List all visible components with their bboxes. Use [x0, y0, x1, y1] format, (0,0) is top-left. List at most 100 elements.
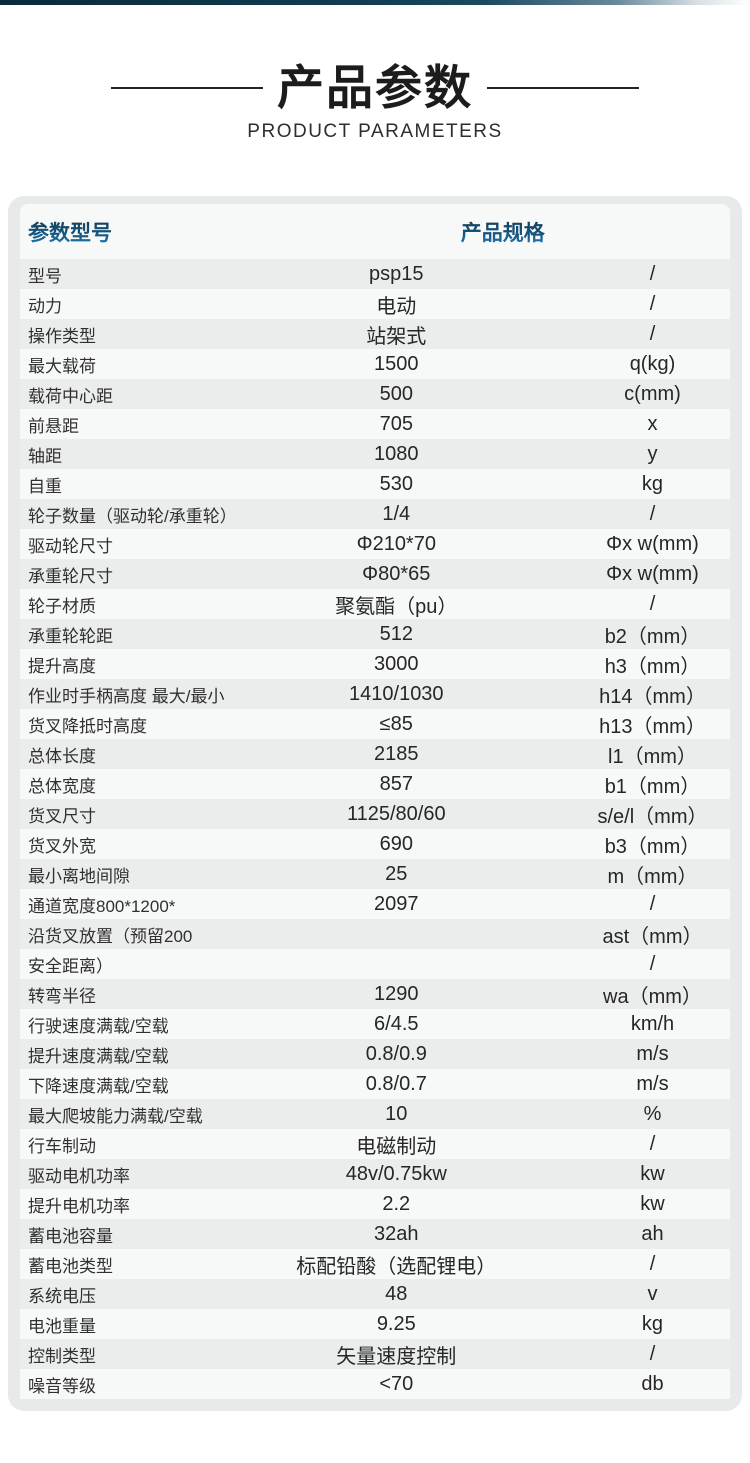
param-unit: x [647, 412, 658, 435]
param-label: 提升高度 [28, 656, 96, 676]
table-row: 提升电机功率 2.2 kw [20, 1189, 730, 1219]
title-section: 产品参数 PRODUCT PARAMETERS [0, 62, 750, 143]
param-value: 0.8/0.7 [365, 1072, 427, 1095]
param-label: 行驶速度满载/空载 [28, 1016, 169, 1036]
param-label: 前悬距 [28, 416, 79, 436]
param-unit: b3（mm） [604, 835, 701, 858]
param-label: 行车制动 [28, 1136, 96, 1156]
table-row: 提升高度 3000 h3（mm） [20, 649, 730, 679]
table-row: 控制类型 矢量速度控制 / [20, 1339, 730, 1369]
table-row: 最大爬坡能力满载/空载 10% [20, 1099, 730, 1129]
param-label: 驱动电机功率 [28, 1166, 130, 1186]
table-row: 货叉外宽 690 b3（mm） [20, 829, 730, 859]
param-label: 货叉外宽 [28, 836, 96, 856]
table-row: 安全距离） / [20, 949, 730, 979]
param-value: 1410/1030 [349, 682, 444, 705]
table-row: 承重轮轮距 512 b2（mm） [20, 619, 730, 649]
table-row: 动力 电动 / [20, 289, 730, 319]
param-label: 轴距 [28, 446, 62, 466]
param-label: 安全距离） [28, 956, 113, 976]
table-row: 总体长度 2185 l1（mm） [20, 739, 730, 769]
param-unit: kw [640, 1162, 665, 1185]
param-unit: / [649, 502, 656, 525]
table-row: 操作类型 站架式 / [20, 319, 730, 349]
table-row: 蓄电池类型 标配铅酸（选配锂电） / [20, 1249, 730, 1279]
table-row: 驱动轮尺寸 Φ210*70 Φx w(mm) [20, 529, 730, 559]
table-row: 型号 psp15 / [20, 259, 730, 289]
param-value: 2185 [374, 742, 419, 765]
table-row: 转弯半径 1290 wa（mm） [20, 979, 730, 1009]
param-value: 电磁制动 [356, 1135, 437, 1158]
param-unit: % [643, 1102, 662, 1125]
table-row: 电池重量 9.25 kg [20, 1309, 730, 1339]
table-row: 驱动电机功率 48v/0.75kw kw [20, 1159, 730, 1189]
param-label: 控制类型 [28, 1346, 96, 1366]
param-unit: c(mm) [624, 382, 681, 405]
param-label: 总体宽度 [28, 776, 96, 796]
param-label: 承重轮尺寸 [28, 566, 113, 586]
param-label: 最小离地间隙 [28, 866, 130, 886]
param-value: 512 [379, 622, 413, 645]
table-row: 总体宽度 857 b1（mm） [20, 769, 730, 799]
param-value: 1125/80/60 [346, 802, 446, 825]
param-value: 48v/0.75kw [345, 1162, 447, 1185]
param-unit: b2（mm） [604, 625, 701, 648]
table-row: 最小离地间隙 25 m（mm） [20, 859, 730, 889]
param-value: 9.25 [376, 1312, 416, 1335]
param-value: Φ210*70 [356, 532, 436, 555]
param-value: 1500 [374, 352, 419, 375]
param-label: 总体长度 [28, 746, 96, 766]
param-value: 0.8/0.9 [365, 1042, 427, 1065]
column-header-parameter: 参数型号 [20, 217, 276, 247]
table-row: 最大载荷 1500 q(kg) [20, 349, 730, 379]
param-value: 1/4 [382, 502, 411, 525]
param-label: 转弯半径 [28, 986, 96, 1006]
param-label: 货叉降抵时高度 [28, 716, 147, 736]
table-row: 轮子材质 聚氨酯（pu） / [20, 589, 730, 619]
top-accent-bar [0, 0, 750, 5]
param-label: 蓄电池类型 [28, 1256, 113, 1276]
param-label: 最大载荷 [28, 356, 96, 376]
param-unit: / [649, 322, 656, 345]
param-label: 驱动轮尺寸 [28, 536, 113, 556]
param-unit: / [649, 1342, 656, 1365]
param-label: 货叉尺寸 [28, 806, 96, 826]
param-value: 电动 [376, 295, 417, 318]
param-value: 857 [379, 772, 413, 795]
param-label: 沿货叉放置（预留200 [28, 926, 193, 946]
column-header-spec: 产品规格 [276, 217, 730, 247]
param-value: 500 [379, 382, 413, 405]
table-row: 沿货叉放置（预留200 ast（mm） [20, 919, 730, 949]
param-unit: m（mm） [607, 865, 698, 888]
table-row: 轴距 1080 y [20, 439, 730, 469]
param-unit: l1（mm） [608, 745, 697, 768]
param-label: 操作类型 [28, 326, 96, 346]
param-label: 自重 [28, 476, 62, 496]
table-row: 自重 530 kg [20, 469, 730, 499]
param-unit: / [649, 262, 656, 285]
param-value: 1080 [374, 442, 419, 465]
param-value: <70 [379, 1372, 414, 1395]
table-row: 轮子数量（驱动轮/承重轮） 1/4 / [20, 499, 730, 529]
param-value: 聚氨酯（pu） [335, 595, 458, 618]
table-row: 噪音等级 <70 db [20, 1369, 730, 1399]
param-unit: / [649, 892, 656, 915]
title-line-right [487, 86, 639, 89]
table-row: 行车制动 电磁制动 / [20, 1129, 730, 1159]
param-unit: kg [641, 1312, 664, 1335]
param-label: 提升速度满载/空载 [28, 1046, 169, 1066]
page-title: 产品参数 [277, 61, 473, 114]
param-value: 3000 [374, 652, 419, 675]
param-value: 705 [379, 412, 413, 435]
param-unit: km/h [630, 1012, 675, 1035]
param-label: 载荷中心距 [28, 386, 113, 406]
param-label: 动力 [28, 296, 62, 316]
param-label: 承重轮轮距 [28, 626, 113, 646]
param-value: 6/4.5 [374, 1012, 419, 1035]
param-unit: q(kg) [629, 352, 676, 375]
param-unit: ah [641, 1222, 664, 1245]
param-unit: h14（mm） [599, 685, 706, 708]
table-row: 通道宽度800*1200* 2097 / [20, 889, 730, 919]
param-unit: h13（mm） [599, 715, 706, 738]
table-row: 行驶速度满载/空载 6/4.5 km/h [20, 1009, 730, 1039]
